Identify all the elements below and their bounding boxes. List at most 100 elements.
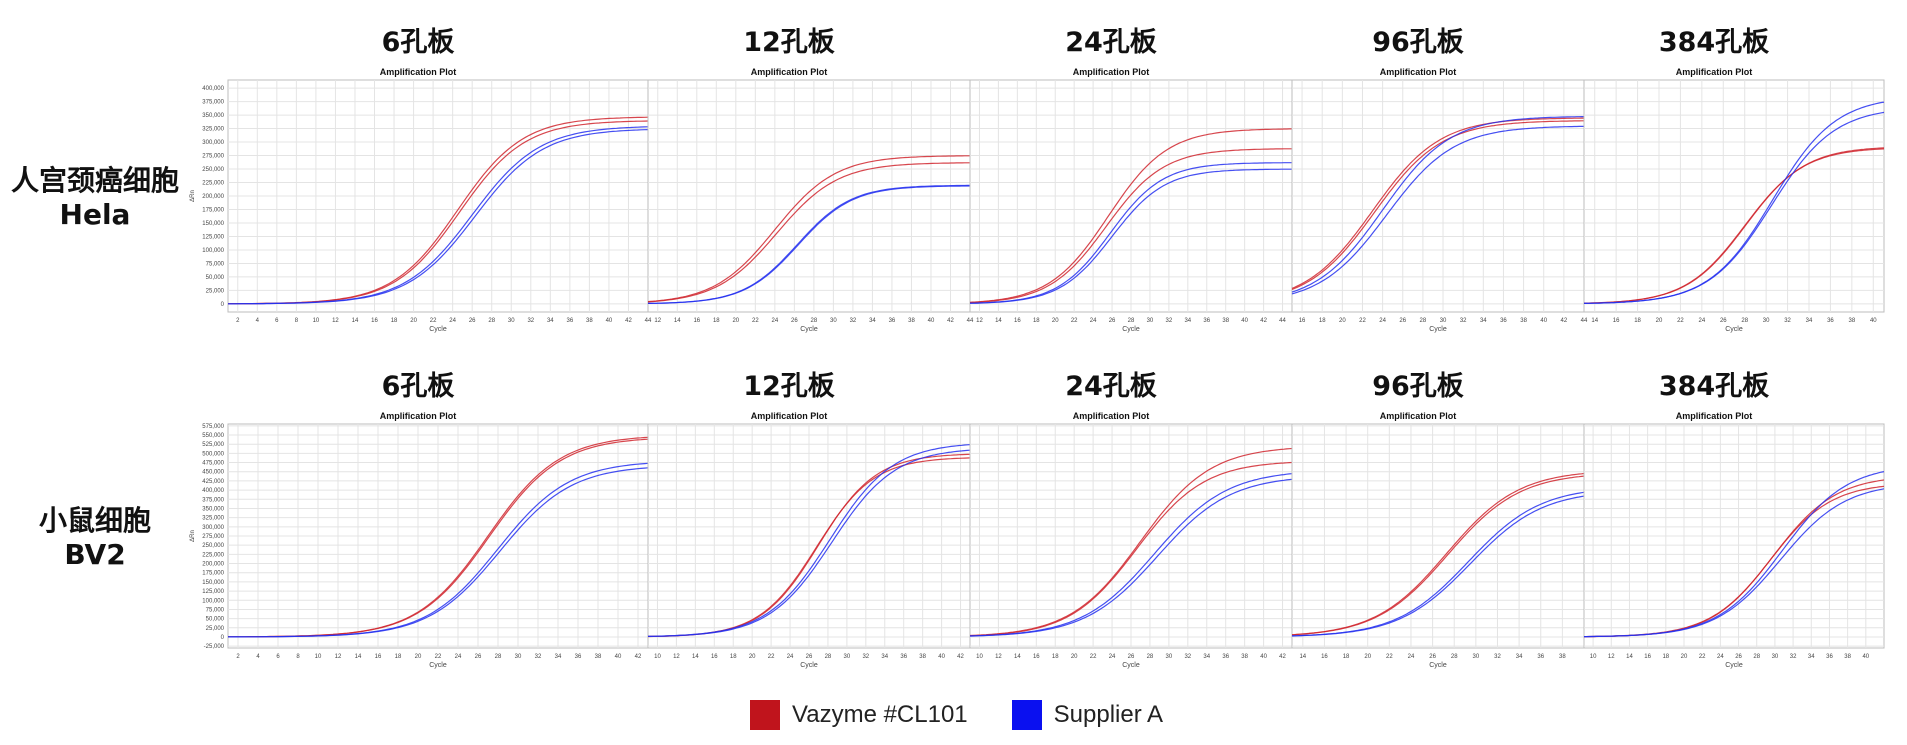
plot-1-xtick-label: 42 — [947, 318, 954, 324]
plot-5-ytick-label: 550,000 — [202, 433, 224, 439]
plot-0-xtick-label: 36 — [567, 318, 574, 324]
plot-8-xtick-label: 30 — [1473, 654, 1480, 660]
plot-9-xtick-label: 16 — [1644, 654, 1651, 660]
plot-0-subtitle: Amplification Plot — [380, 67, 457, 77]
plot-2-xtick-label: 12 — [976, 318, 983, 324]
plot-7-xtick-label: 30 — [1166, 654, 1173, 660]
plot-8-xtick-label: 26 — [1429, 654, 1436, 660]
plot-5-xtick-label: 8 — [296, 654, 300, 660]
plot-3-series-0 — [1291, 117, 1584, 289]
plot-6-subtitle: Amplification Plot — [751, 411, 828, 421]
plot-7-xtick-label: 34 — [1203, 654, 1210, 660]
plot-5-xtick-label: 6 — [276, 654, 280, 660]
plot-5-ytick-label: 350,000 — [202, 506, 224, 512]
plot-6-xtick-label: 10 — [654, 654, 661, 660]
plot-0-xtick-label: 22 — [430, 318, 437, 324]
plot-0-ytick-label: 150,000 — [202, 221, 224, 227]
plot-7-series-1 — [969, 461, 1293, 637]
plot-7-xtick-label: 10 — [976, 654, 983, 660]
plot-5-xtick-label: 24 — [455, 654, 462, 660]
plot-6-xlabel: Cycle — [800, 662, 818, 669]
plot-5-ylabel: ΔRn — [190, 530, 196, 542]
plot-9-xtick-label: 32 — [1790, 654, 1797, 660]
plot-0-xtick-label: 26 — [469, 318, 476, 324]
plot-0-ytick-label: 375,000 — [202, 100, 224, 106]
plot-0-xtick-label: 32 — [527, 318, 534, 324]
legend: Vazyme #CL101 Supplier A — [750, 700, 1207, 730]
plot-5-ytick-label: 50,000 — [206, 617, 225, 623]
plot-6-xtick-label: 30 — [844, 654, 851, 660]
plot-0-ytick-label: 50,000 — [206, 275, 225, 281]
plot-1-series-3 — [648, 185, 970, 304]
plot-0-xtick-label: 20 — [410, 318, 417, 324]
plot-1-xtick-label: 24 — [772, 318, 779, 324]
plot-8-xtick-label: 16 — [1321, 654, 1328, 660]
plot-7-xtick-label: 16 — [1033, 654, 1040, 660]
plot-0-xtick-label: 42 — [625, 318, 632, 324]
plot-1-series-0 — [647, 155, 970, 303]
plot-4-series-3 — [1584, 111, 1885, 304]
plot-4-xtick-label: 14 — [1591, 318, 1598, 324]
plot-6-xtick-label: 38 — [919, 654, 926, 660]
plot-5-ytick-label: 25,000 — [206, 626, 225, 632]
plot-5-ytick-label: 200,000 — [202, 562, 224, 568]
plot-4-xtick-label: 24 — [1699, 318, 1706, 324]
legend-item-supplier: Supplier A — [1011, 700, 1163, 730]
plot-5-ytick-label: 275,000 — [202, 534, 224, 540]
plot-5-ytick-label: 75,000 — [206, 607, 225, 613]
plot-9-xtick-label: 12 — [1608, 654, 1615, 660]
plot-2-series-1 — [969, 148, 1292, 304]
plot-5-xtick-label: 26 — [475, 654, 482, 660]
plot-5-xtick-label: 16 — [375, 654, 382, 660]
plot-0-xtick-label: 10 — [313, 318, 320, 324]
plot-2-xtick-label: 44 — [1279, 318, 1286, 324]
plot-8-xlabel: Cycle — [1429, 662, 1447, 669]
plot-0-xtick-label: 2 — [236, 318, 240, 324]
plot-0-ytick-label: 25,000 — [206, 288, 225, 294]
plot-2-xtick-label: 24 — [1090, 318, 1097, 324]
plot-5-subtitle: Amplification Plot — [380, 411, 457, 421]
plot-3-subtitle: Amplification Plot — [1380, 67, 1457, 77]
plot-0-xtick-label: 8 — [295, 318, 299, 324]
plot-5-ytick-label: -25,000 — [204, 644, 225, 650]
plot-3-xtick-label: 40 — [1540, 318, 1547, 324]
plot-2-xtick-label: 26 — [1109, 318, 1116, 324]
plot-1-xtick-label: 38 — [908, 318, 915, 324]
plot-4-xtick-label: 28 — [1741, 318, 1748, 324]
plot-9-xtick-label: 14 — [1626, 654, 1633, 660]
plot-5-xlabel: Cycle — [429, 662, 447, 669]
plot-0-ytick-label: 250,000 — [202, 167, 224, 173]
plot-5-xtick-label: 40 — [615, 654, 622, 660]
plot-5-ytick-label: 575,000 — [202, 424, 224, 430]
plot-3-xtick-label: 36 — [1500, 318, 1507, 324]
plot-4-xtick-label: 38 — [1849, 318, 1856, 324]
plot-0-ytick-label: 225,000 — [202, 181, 224, 187]
plot-5-xtick-label: 30 — [515, 654, 522, 660]
plot-0-xtick-label: 40 — [606, 318, 613, 324]
plot-2-xtick-label: 34 — [1184, 318, 1191, 324]
plot-7-xtick-label: 14 — [1014, 654, 1021, 660]
plot-0-ytick-label: 175,000 — [202, 207, 224, 213]
plot-8-xtick-label: 32 — [1494, 654, 1501, 660]
plot-6-xtick-label: 20 — [749, 654, 756, 660]
plot-7-xtick-label: 38 — [1241, 654, 1248, 660]
plot-0-ytick-label: 275,000 — [202, 154, 224, 160]
plot-8-xtick-label: 22 — [1386, 654, 1393, 660]
plot-4-xtick-label: 20 — [1656, 318, 1663, 324]
plot-9-xtick-label: 20 — [1681, 654, 1688, 660]
plot-0-xtick-label: 34 — [547, 318, 554, 324]
plot-8-series-3 — [1291, 495, 1585, 637]
plot-1-xtick-label: 30 — [830, 318, 837, 324]
plot-9-xtick-label: 10 — [1590, 654, 1597, 660]
row-label-hela: 人宫颈癌细胞 Hela — [0, 164, 190, 232]
row-label-hela-en: Hela — [59, 198, 131, 231]
plot-0-xtick-label: 28 — [488, 318, 495, 324]
plot-3-xtick-label: 38 — [1520, 318, 1527, 324]
plot-4-xtick-label: 32 — [1784, 318, 1791, 324]
plot-9-xtick-label: 18 — [1662, 654, 1669, 660]
row-label-bv2-en: BV2 — [64, 538, 126, 571]
plot-5-title: 6孔板 — [382, 371, 455, 402]
plot-9-xtick-label: 24 — [1717, 654, 1724, 660]
plot-7-xtick-label: 20 — [1071, 654, 1078, 660]
plot-3-xtick-label: 26 — [1399, 318, 1406, 324]
